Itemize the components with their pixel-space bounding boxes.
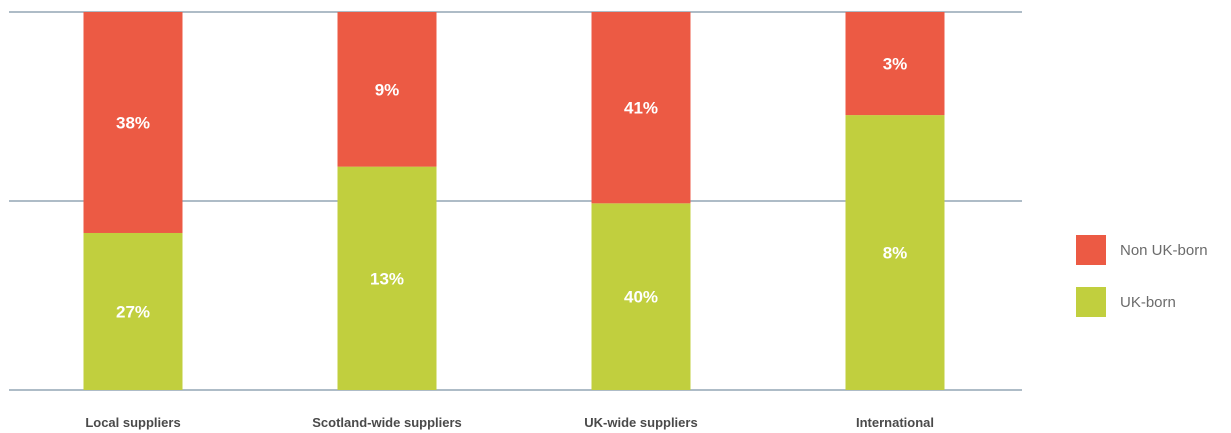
legend-item-non-uk-born: Non UK-born bbox=[1076, 234, 1208, 266]
legend-label-non-uk-born: Non UK-born bbox=[1120, 241, 1208, 259]
bar-segment-uk-born bbox=[845, 115, 945, 390]
legend-swatch-uk-born bbox=[1076, 287, 1106, 317]
legend-label-uk-born: UK-born bbox=[1120, 293, 1176, 311]
bar-segment-non-uk-born bbox=[591, 12, 691, 204]
legend-swatch-non-uk-born bbox=[1076, 235, 1106, 265]
data-label-non-uk-born: 9% bbox=[375, 80, 400, 99]
data-label-uk-born: 40% bbox=[624, 288, 658, 307]
legend: Non UK-born UK-born bbox=[1076, 234, 1208, 338]
bar-segment-uk-born bbox=[83, 232, 183, 390]
category-label: International bbox=[856, 415, 934, 430]
legend-item-uk-born: UK-born bbox=[1076, 286, 1208, 318]
bar-segment-uk-born bbox=[337, 166, 437, 390]
data-label-uk-born: 27% bbox=[116, 302, 150, 321]
data-label-non-uk-born: 3% bbox=[883, 55, 908, 74]
bar-segment-non-uk-born bbox=[845, 12, 945, 116]
category-label: Local suppliers bbox=[85, 415, 180, 430]
data-label-non-uk-born: 38% bbox=[116, 113, 150, 132]
data-label-non-uk-born: 41% bbox=[624, 99, 658, 118]
category-label: UK-wide suppliers bbox=[584, 415, 697, 430]
bar-segment-non-uk-born bbox=[337, 12, 437, 167]
category-label: Scotland-wide suppliers bbox=[312, 415, 462, 430]
bar-segment-non-uk-born bbox=[83, 12, 183, 233]
bar-segment-uk-born bbox=[591, 203, 691, 390]
data-label-uk-born: 8% bbox=[883, 244, 908, 263]
data-label-uk-born: 13% bbox=[370, 269, 404, 288]
